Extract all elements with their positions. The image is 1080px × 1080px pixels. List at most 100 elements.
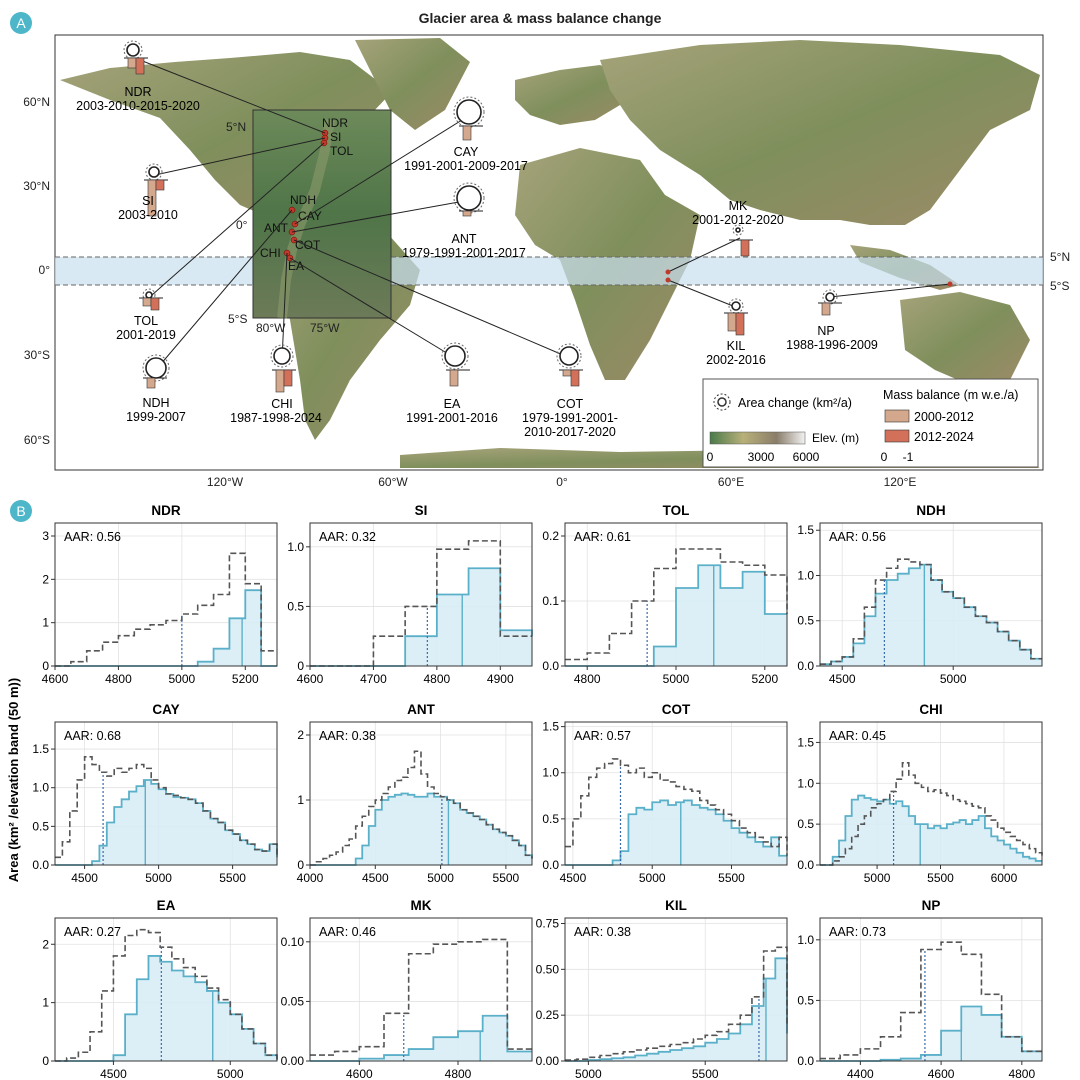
chart-cot-xtick: 4500 bbox=[560, 871, 587, 885]
chart-tol-ytick: 0.2 bbox=[542, 529, 559, 543]
chart-kil-ytick: 0.00 bbox=[536, 1054, 560, 1068]
site-ea-area-circle bbox=[444, 345, 466, 367]
site-kil-area-circle bbox=[731, 301, 741, 311]
chart-chi-ytick: 0.0 bbox=[797, 858, 814, 872]
chart-chi-xtick: 5000 bbox=[864, 871, 891, 885]
chart-cay-ytick: 0.0 bbox=[32, 858, 49, 872]
map-title: Glacier area & mass balance change bbox=[418, 10, 662, 26]
chart-ea-frame bbox=[54, 917, 278, 1062]
chart-ndh-frame bbox=[819, 522, 1043, 667]
chart-ant-past-line bbox=[310, 750, 533, 866]
site-np-area-ring bbox=[822, 289, 838, 305]
latitude-ticks: 60°N 30°N 0° 30°S 60°S bbox=[23, 95, 50, 447]
lat-tick-30s: 30°S bbox=[24, 348, 50, 362]
site-tol-code: TOL bbox=[134, 314, 158, 328]
legend-period1-label: 2000-2012 bbox=[914, 410, 974, 424]
site-kil-years: 2002-2016 bbox=[706, 353, 766, 367]
site-si-code: SI bbox=[142, 194, 154, 208]
chart-ndh-xtick: 5000 bbox=[940, 672, 967, 686]
chart-chi-ytick: 1.5 bbox=[797, 735, 814, 749]
chart-cay-frame bbox=[54, 721, 278, 866]
chart-si-xtick: 4700 bbox=[360, 672, 387, 686]
site-markers: NDR2003-2010-2015-2020SI2003-2010TOL2001… bbox=[76, 40, 878, 439]
chart-cot-past-line bbox=[565, 758, 788, 856]
chart-np: 4400 4600 4800 0.0 0.5 1.0 NP AAR: 0.73 bbox=[797, 898, 1043, 1080]
mb-tick-minus1: -1 bbox=[903, 450, 914, 464]
site-chi-area-ring bbox=[270, 344, 294, 368]
site-np-mb-period1 bbox=[821, 302, 831, 316]
panel-b-badge: B bbox=[10, 500, 32, 522]
chart-mk-ytick: 0.05 bbox=[281, 994, 305, 1008]
site-tol-years: 2001-2019 bbox=[116, 328, 176, 342]
chart-np-xtick: 4800 bbox=[1008, 1067, 1035, 1080]
chart-ant-xtick: 4000 bbox=[297, 871, 324, 885]
chart-cay-current-line bbox=[55, 779, 278, 866]
chart-mk-frame bbox=[309, 917, 533, 1062]
site-cot-area-circle bbox=[559, 346, 579, 366]
chart-chi-ytick: 0.5 bbox=[797, 817, 814, 831]
greenland bbox=[355, 38, 470, 130]
panel-b-ylabel: Area (km² /elevation band (50 m)) bbox=[6, 678, 21, 882]
chart-ea-xtick: 4500 bbox=[100, 1067, 127, 1080]
site-cay-years: 1991-2001-2009-2017 bbox=[404, 159, 528, 173]
chart-ndh-ytick: 0.0 bbox=[797, 659, 814, 673]
chart-ndr-xtick: 5200 bbox=[232, 672, 259, 686]
inset-site-chi: CHI bbox=[260, 246, 281, 260]
chart-chi-xtick: 5500 bbox=[927, 871, 954, 885]
site-chi-code: CHI bbox=[271, 397, 293, 411]
panel-b: B 4600 4800 5000 5200 0 1 2 3 NDR AAR: 0.56 4600 47… bbox=[0, 495, 1080, 1080]
chart-cot-ytick: 1.0 bbox=[542, 766, 559, 780]
elevation-colorbar bbox=[709, 431, 806, 445]
histogram-grid: 4600 4800 5000 5200 0 1 2 3 NDR AAR: 0.56 4600 4700… bbox=[32, 503, 1043, 1080]
site-tol-mb-period2 bbox=[150, 297, 160, 311]
chart-ant-current-fill bbox=[310, 793, 532, 865]
site-ndr-area-circle bbox=[126, 43, 140, 57]
chart-tol-xtick: 4800 bbox=[574, 672, 601, 686]
chart-ndr-xtick: 4800 bbox=[105, 672, 132, 686]
chart-kil-ytick: 0.50 bbox=[536, 962, 560, 976]
chart-cot-ytick: 0.0 bbox=[542, 858, 559, 872]
inset-site-ea: EA bbox=[288, 259, 304, 273]
chart-kil-aar: AAR: 0.38 bbox=[574, 925, 631, 939]
site-kil-mb-period1 bbox=[727, 312, 737, 332]
inset-site-si: SI bbox=[330, 130, 341, 144]
chart-cot-ytick: 1.5 bbox=[542, 720, 559, 734]
point-kil bbox=[665, 277, 671, 283]
chart-tol: 4800 5000 5200 0.0 0.1 0.2 TOL AAR: 0.61 bbox=[542, 503, 788, 686]
chart-mk-ytick: 0.10 bbox=[281, 935, 305, 949]
chart-cay-xtick: 5000 bbox=[145, 871, 172, 885]
chart-chi-current-line bbox=[820, 794, 1042, 866]
site-ant-code: ANT bbox=[452, 232, 477, 246]
chart-np-ytick: 1.0 bbox=[797, 933, 814, 947]
chart-mk-current-line bbox=[310, 1014, 532, 1062]
site-ndh-area-circle bbox=[145, 357, 167, 379]
site-ea-code: EA bbox=[444, 397, 461, 411]
lat-tick-60s: 60°S bbox=[24, 433, 50, 447]
chart-kil-past-line bbox=[565, 946, 788, 1061]
chart-chi: 5000 5500 6000 0.0 0.5 1.0 1.5 CHI AAR: 0.45 bbox=[797, 702, 1043, 885]
chart-ndr-current-fill bbox=[55, 590, 277, 666]
chart-ea: 4500 5000 0 1 2 EA AAR: 0.27 bbox=[42, 898, 278, 1080]
chart-ant-frame bbox=[309, 721, 533, 866]
chart-np-aar: AAR: 0.73 bbox=[829, 925, 886, 939]
chart-np-ytick: 0.5 bbox=[797, 993, 814, 1007]
chart-ndr-ytick: 0 bbox=[42, 659, 49, 673]
panel-b-ylabel-wrap: Area (km² /elevation band (50 m)) bbox=[6, 678, 21, 882]
chart-cay-xtick: 4500 bbox=[71, 871, 98, 885]
chart-cot-ytick: 0.5 bbox=[542, 812, 559, 826]
africa-asia-points bbox=[665, 269, 953, 287]
site-cay-area-circle bbox=[456, 99, 482, 125]
chart-si: 4600 4700 4800 4900 0 0.5 1.0 SI AAR: 0.32 bbox=[287, 503, 533, 686]
chart-chi-past-line bbox=[820, 762, 1043, 866]
chart-np-frame bbox=[819, 917, 1043, 1062]
chart-ndr-past-line bbox=[55, 552, 277, 667]
chart-tol-ytick: 0.1 bbox=[542, 594, 559, 608]
chart-ndr-title: NDR bbox=[151, 503, 180, 518]
inset-lon-75w: 75°W bbox=[310, 321, 340, 335]
